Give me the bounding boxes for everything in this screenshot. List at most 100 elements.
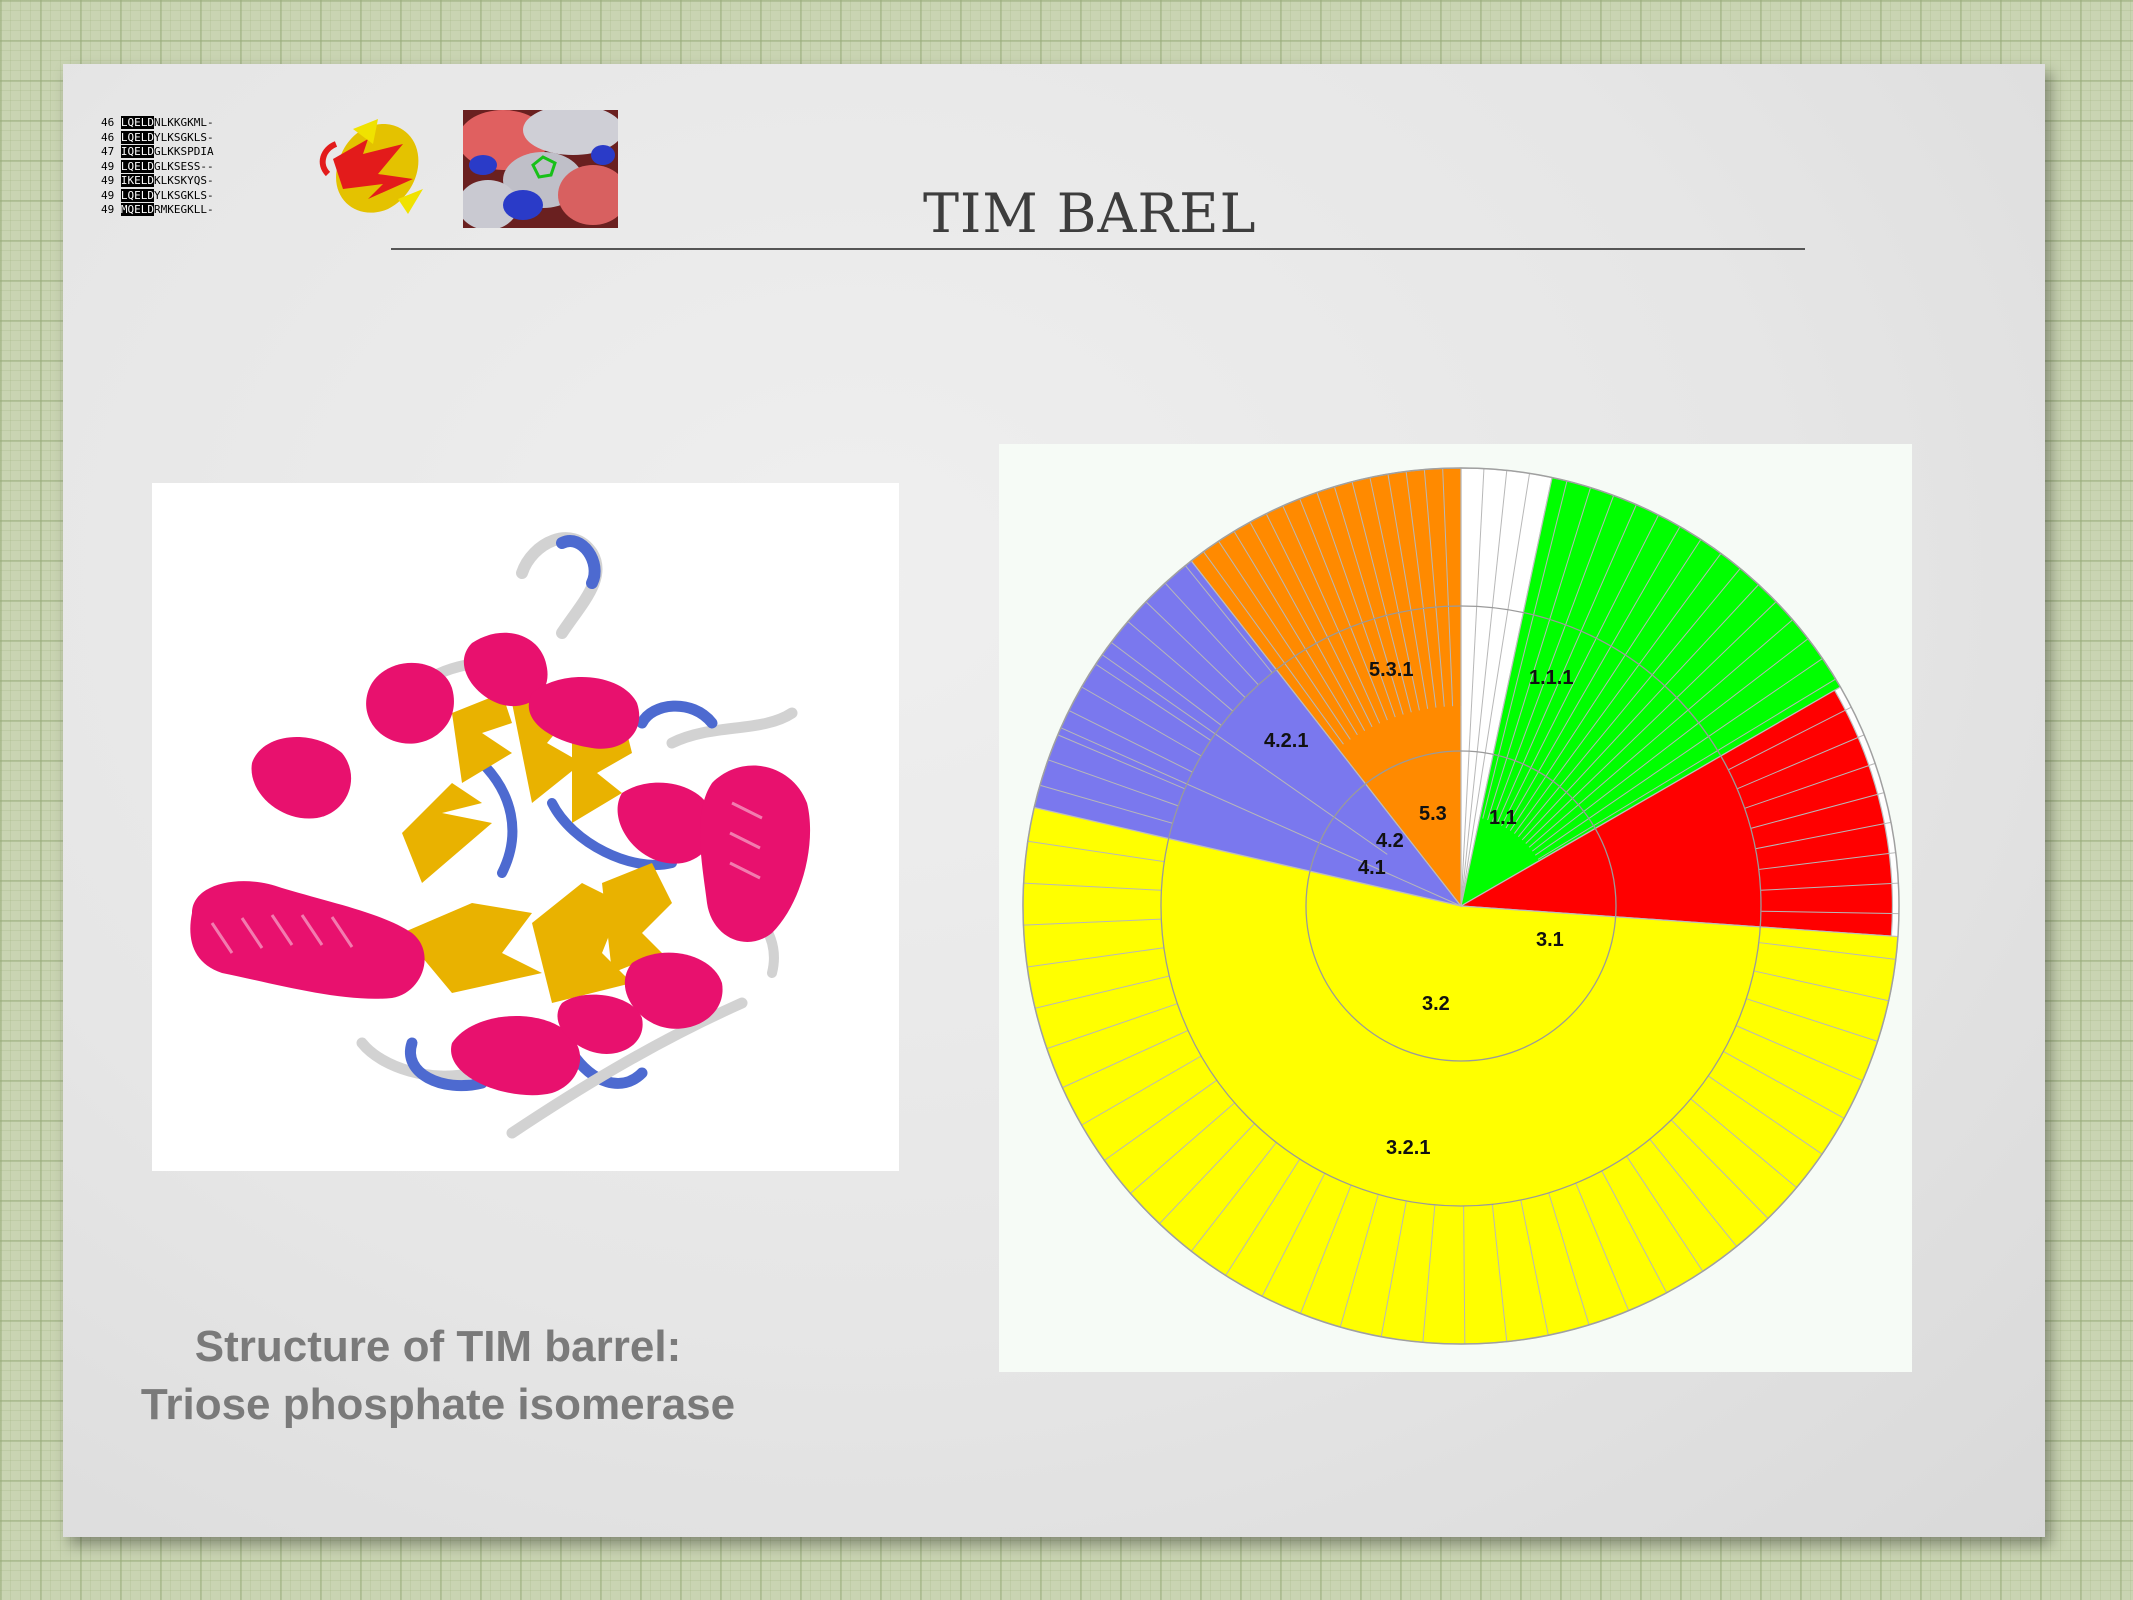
sector-3-1 [1459, 689, 1894, 937]
sequence-row-number: 46 [101, 130, 121, 144]
label-1-1-1: 1.1.1 [1529, 667, 1573, 689]
sector-divider [1735, 1025, 1863, 1082]
sector-divider [1723, 1051, 1845, 1119]
title-underline [391, 248, 1805, 250]
sequence-row-number: 49 [101, 203, 121, 216]
sequence-row-number: 47 [101, 145, 121, 158]
sector-divider [1249, 521, 1366, 731]
sector-divider [1707, 1075, 1823, 1155]
sector-divider [1755, 821, 1892, 850]
sector-divider [1626, 1155, 1704, 1272]
sector-divider [1575, 1182, 1630, 1311]
sequence-row: 49 LQELDGLKSESS-- [101, 159, 291, 175]
sector-divider [1233, 531, 1358, 736]
sector-divider [1496, 504, 1637, 824]
tim-barrel-structure-image [152, 483, 899, 1171]
sector-divider [1463, 1205, 1466, 1344]
sector-divider [1369, 477, 1420, 711]
sequence-row-number: 49 [101, 188, 121, 202]
sector-divider [1520, 1199, 1549, 1336]
sector-divider [1736, 734, 1865, 790]
sequence-row-rest: NLKKGKML- [154, 116, 214, 129]
sequence-conserved-block: LQELD [120, 130, 154, 144]
sector-divider [1487, 487, 1591, 821]
sector-divider [1184, 565, 1273, 674]
sector-divider [1649, 1138, 1738, 1247]
sector-divider [1460, 468, 1485, 907]
sector-divider [1299, 498, 1388, 721]
sector-divider [1514, 553, 1722, 834]
sector-divider [1491, 1204, 1508, 1342]
sector-divider [1265, 513, 1373, 728]
sector-divider [1145, 601, 1246, 698]
sequence-row-number: 49 [101, 159, 121, 173]
sequence-row: 47 IQELDGLKKSPDIA [101, 145, 291, 160]
sector-divider [1460, 470, 1508, 907]
sector-divider [1062, 1029, 1189, 1089]
sequence-row-rest: GLKSESS-- [154, 159, 214, 173]
sector-divider [1460, 473, 1531, 907]
sequence-row-number: 49 [101, 174, 121, 187]
sector-divider [1528, 619, 1793, 848]
sequence-row-rest: YLKSGKLS- [154, 130, 214, 144]
molecular-surface-thumbnail [463, 110, 618, 228]
hierarchy-ring [1160, 605, 1762, 1207]
sector-divider [1034, 975, 1170, 1009]
sector-divider [1130, 1102, 1235, 1194]
label-3-1: 3.1 [1536, 929, 1564, 951]
slide: 46 LQELDNLKKGKML- 46 LQELDYLKSGKLS- 47 IQE… [63, 64, 2045, 1537]
sector-divider [1081, 1055, 1202, 1126]
sector-divider [1159, 1123, 1255, 1225]
sector-divider [1517, 568, 1741, 837]
sector-divider [1300, 1184, 1352, 1314]
sequence-row: 49 IKELDKLKSKYQS- [101, 174, 291, 189]
sequence-row: 46 LQELDNLKKGKML- [101, 116, 291, 131]
sector-divider [1753, 970, 1889, 1002]
caption-line-2: Triose phosphate isomerase [140, 1380, 736, 1429]
sector-divider [1023, 918, 1162, 926]
sequence-conserved-block: IQELD [120, 145, 154, 158]
sector-divider [1068, 710, 1193, 773]
sector-divider [1491, 495, 1615, 822]
sector-divider [1442, 468, 1454, 707]
label-4-2: 4.2 [1376, 830, 1404, 852]
sequence-row-rest: RMKEGKLL- [154, 203, 214, 216]
sector-divider [1190, 1142, 1277, 1252]
sector-divider [1728, 706, 1852, 771]
sequence-conserved-block: LQELD [120, 116, 154, 129]
domain-classification-sunburst-chart: 5.3.1 1.1.1 4.2.1 5.3 1.1 4.2 4.1 3.1 3.… [999, 444, 1912, 1372]
label-3-2-1: 3.2.1 [1386, 1137, 1430, 1159]
chart-sectors [1022, 467, 1899, 1345]
sector-divider [1405, 471, 1437, 708]
sector-divider [1746, 998, 1878, 1042]
sequence-row-rest: YLKSGKLS- [154, 188, 214, 202]
sector-divider [1601, 1170, 1668, 1293]
sector-divider [1690, 1098, 1797, 1188]
sector-divider [1534, 658, 1823, 856]
sector-divider [1351, 481, 1412, 713]
sector-divider [1482, 480, 1568, 819]
hierarchy-ring [1305, 750, 1617, 1062]
sequence-row: 49 MQELDRMKEGKLL- [101, 203, 291, 218]
sector-divider [1023, 882, 1162, 891]
sector-divider [1505, 526, 1681, 829]
sector-divider [1027, 840, 1165, 863]
sector-divider [1670, 1119, 1769, 1219]
sector-divider [1095, 663, 1212, 741]
sector-divider [1760, 910, 1899, 915]
sector-divider [1509, 539, 1702, 831]
sector-divider [1104, 1079, 1218, 1161]
caption-line-1: Structure of TIM barrel: [194, 1322, 682, 1371]
sector-divider [1081, 686, 1202, 757]
sector-divider [1261, 1173, 1326, 1297]
sector-divider [1316, 492, 1396, 718]
sector-divider [1525, 601, 1777, 844]
sequence-row-rest: GLKKSPDIA [154, 145, 214, 158]
page-title: TIM BAREL [923, 182, 1257, 245]
sector-divider [1057, 734, 1186, 790]
sector-divider [1422, 1204, 1436, 1343]
sector-divider [1758, 852, 1896, 870]
sector-divider [1203, 551, 1344, 745]
sector-divider [1501, 514, 1659, 826]
sector-divider [1760, 882, 1899, 891]
